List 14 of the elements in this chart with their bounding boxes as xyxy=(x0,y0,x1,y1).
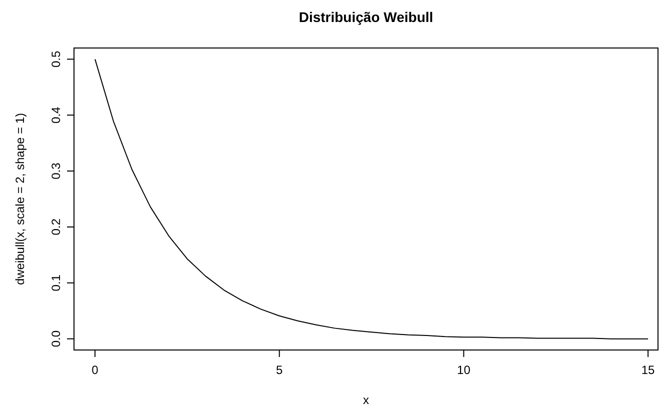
x-tick-label: 0 xyxy=(92,363,99,377)
chart-title: Distribuição Weibull xyxy=(298,9,434,25)
x-tick-label: 10 xyxy=(457,363,471,377)
x-axis-title: x xyxy=(363,393,369,407)
y-tick-label: 0.2 xyxy=(49,218,63,236)
y-axis-title: dweibull(x, scale = 2, shape = 1) xyxy=(13,112,27,286)
y-tick-label: 0.3 xyxy=(49,162,63,180)
x-tick-label: 15 xyxy=(641,363,656,377)
y-tick-label: 0.4 xyxy=(49,106,63,124)
line-series xyxy=(94,58,649,340)
y-tick-label: 0.1 xyxy=(49,274,63,292)
x-tick-label: 5 xyxy=(276,363,284,377)
y-tick-label: 0.5 xyxy=(49,50,63,68)
y-tick-label: 0.0 xyxy=(49,330,63,348)
